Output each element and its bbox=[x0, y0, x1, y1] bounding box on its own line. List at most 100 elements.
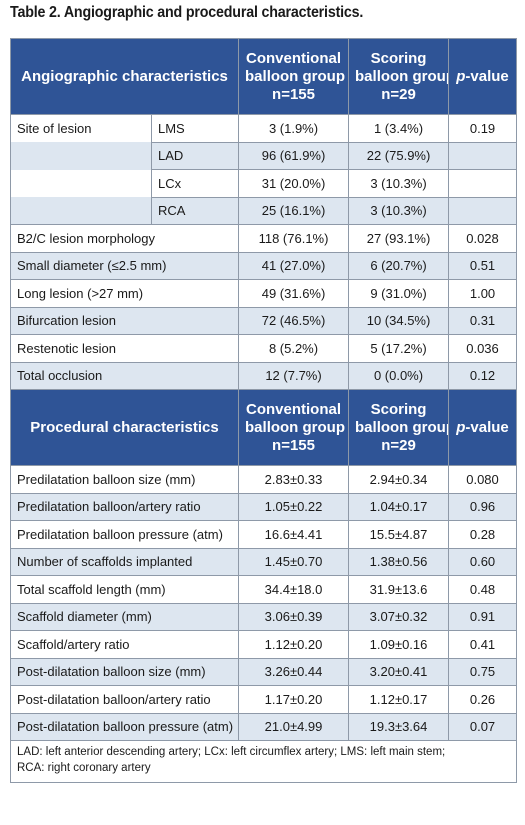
row-label: B2/C lesion morphology bbox=[9, 224, 240, 253]
scoring-cell: 3 (10.3%) bbox=[348, 196, 450, 225]
pvalue-cell: 0.19 bbox=[448, 114, 518, 143]
row-label: Post-dilatation balloon size (mm) bbox=[9, 657, 240, 686]
pvalue-cell bbox=[448, 169, 518, 198]
header-line: n=29 bbox=[381, 436, 416, 454]
header-line: Conventional bbox=[246, 400, 342, 418]
row-label: Bifurcation lesion bbox=[9, 306, 240, 335]
site-of-lesion-label: Site of lesion bbox=[10, 114, 152, 142]
row-sub-label: LCx bbox=[150, 169, 240, 198]
row-label: Total occlusion bbox=[9, 361, 240, 390]
conventional-cell: 3 (1.9%) bbox=[238, 114, 350, 143]
scoring-cell: 2.94±0.34 bbox=[348, 465, 450, 494]
scoring-cell: 1.09±0.16 bbox=[348, 630, 450, 659]
conventional-cell: 41 (27.0%) bbox=[238, 251, 350, 280]
proc-header-row: Procedural characteristics Conventional … bbox=[9, 389, 518, 466]
row-label: Predilatation balloon/artery ratio bbox=[9, 492, 240, 521]
angio-header-conventional: Conventional balloon group n=155 bbox=[238, 38, 350, 115]
pvalue-cell: 0.48 bbox=[448, 575, 518, 604]
header-line: Scoring bbox=[370, 400, 427, 418]
scoring-cell: 27 (93.1%) bbox=[348, 224, 450, 253]
pvalue-suffix: -value bbox=[465, 418, 509, 436]
header-line: n=29 bbox=[381, 85, 416, 103]
scoring-cell: 3.07±0.32 bbox=[348, 602, 450, 631]
conventional-cell: 118 (76.1%) bbox=[238, 224, 350, 253]
characteristics-table: Angiographic characteristics Conventiona… bbox=[9, 38, 518, 783]
scoring-cell: 22 (75.9%) bbox=[348, 141, 450, 170]
scoring-cell: 15.5±4.87 bbox=[348, 520, 450, 549]
pvalue-italic-p: p bbox=[456, 67, 466, 85]
pvalue-cell: 0.12 bbox=[448, 361, 518, 390]
header-line: n=155 bbox=[272, 436, 315, 454]
table-row: Post-dilatation balloon pressure (atm) 2… bbox=[9, 712, 518, 741]
scoring-cell: 10 (34.5%) bbox=[348, 306, 450, 335]
conventional-cell: 96 (61.9%) bbox=[238, 141, 350, 170]
header-line: balloon group bbox=[355, 67, 449, 85]
pvalue-cell: 0.75 bbox=[448, 657, 518, 686]
table-row: Predilatation balloon size (mm) 2.83±0.3… bbox=[9, 465, 518, 494]
table-row: B2/C lesion morphology 118 (76.1%) 27 (9… bbox=[9, 224, 518, 253]
table-row: Long lesion (>27 mm) 49 (31.6%) 9 (31.0%… bbox=[9, 279, 518, 308]
pvalue-cell: 1.00 bbox=[448, 279, 518, 308]
row-label: Post-dilatation balloon/artery ratio bbox=[9, 685, 240, 714]
header-line: balloon group bbox=[245, 418, 345, 436]
conventional-cell: 1.12±0.20 bbox=[238, 630, 350, 659]
proc-header-label: Procedural characteristics bbox=[9, 389, 240, 466]
table-row: RCA 25 (16.1%) 3 (10.3%) bbox=[10, 196, 518, 225]
table-row: Bifurcation lesion 72 (46.5%) 10 (34.5%)… bbox=[9, 306, 518, 335]
row-label: Total scaffold length (mm) bbox=[9, 575, 240, 604]
row-label: Scaffold diameter (mm) bbox=[9, 602, 240, 631]
row-label: Scaffold/artery ratio bbox=[9, 630, 240, 659]
table-row: LAD 96 (61.9%) 22 (75.9%) bbox=[10, 141, 518, 170]
table-row: Small diameter (≤2.5 mm) 41 (27.0%) 6 (2… bbox=[9, 251, 518, 280]
angio-header-scoring: Scoring balloon group n=29 bbox=[348, 38, 450, 115]
conventional-cell: 49 (31.6%) bbox=[238, 279, 350, 308]
header-line: balloon group bbox=[245, 67, 345, 85]
pvalue-cell bbox=[448, 196, 518, 225]
site-of-lesion-spacer bbox=[10, 169, 152, 197]
row-sub-label: RCA bbox=[150, 196, 240, 225]
proc-header-conventional: Conventional balloon group n=155 bbox=[238, 389, 350, 466]
footnote: LAD: left anterior descending artery; LC… bbox=[9, 740, 518, 783]
scoring-cell: 3 (10.3%) bbox=[348, 169, 450, 198]
pvalue-cell bbox=[448, 141, 518, 170]
footnote-row: LAD: left anterior descending artery; LC… bbox=[9, 740, 518, 783]
conventional-cell: 34.4±18.0 bbox=[238, 575, 350, 604]
scoring-cell: 1.38±0.56 bbox=[348, 547, 450, 576]
pvalue-cell: 0.91 bbox=[448, 602, 518, 631]
row-label: Long lesion (>27 mm) bbox=[9, 279, 240, 308]
scoring-cell: 3.20±0.41 bbox=[348, 657, 450, 686]
row-label: Predilatation balloon size (mm) bbox=[9, 465, 240, 494]
pvalue-suffix: -value bbox=[465, 67, 509, 85]
header-line: n=155 bbox=[272, 85, 315, 103]
conventional-cell: 3.26±0.44 bbox=[238, 657, 350, 686]
row-sub-label: LMS bbox=[150, 114, 240, 143]
angio-header-pvalue: p-value bbox=[448, 38, 518, 115]
footnote-line: LAD: left anterior descending artery; LC… bbox=[17, 746, 446, 758]
site-of-lesion-spacer bbox=[10, 197, 152, 225]
table-row: Predilatation balloon/artery ratio 1.05±… bbox=[9, 492, 518, 521]
footnote-line: RCA: right coronary artery bbox=[17, 762, 151, 774]
scoring-cell: 9 (31.0%) bbox=[348, 279, 450, 308]
table-row: Predilatation balloon pressure (atm) 16.… bbox=[9, 520, 518, 549]
scoring-cell: 31.9±13.6 bbox=[348, 575, 450, 604]
angio-header-row: Angiographic characteristics Conventiona… bbox=[9, 38, 518, 115]
pvalue-cell: 0.26 bbox=[448, 685, 518, 714]
row-sub-label: LAD bbox=[150, 141, 240, 170]
conventional-cell: 1.05±0.22 bbox=[238, 492, 350, 521]
header-line: Conventional bbox=[246, 49, 342, 67]
conventional-cell: 8 (5.2%) bbox=[238, 334, 350, 363]
conventional-cell: 3.06±0.39 bbox=[238, 602, 350, 631]
conventional-cell: 16.6±4.41 bbox=[238, 520, 350, 549]
table-row: Scaffold diameter (mm) 3.06±0.39 3.07±0.… bbox=[9, 602, 518, 631]
table-title: Table 2. Angiographic and procedural cha… bbox=[10, 4, 364, 21]
pvalue-cell: 0.07 bbox=[448, 712, 518, 741]
table-row: Site of lesion LMS 3 (1.9%) 1 (3.4%) 0.1… bbox=[10, 114, 518, 143]
conventional-cell: 12 (7.7%) bbox=[238, 361, 350, 390]
scoring-cell: 19.3±3.64 bbox=[348, 712, 450, 741]
pvalue-cell: 0.036 bbox=[448, 334, 518, 363]
conventional-cell: 25 (16.1%) bbox=[238, 196, 350, 225]
header-line: Scoring bbox=[370, 49, 427, 67]
pvalue-cell: 0.31 bbox=[448, 306, 518, 335]
row-label: Post-dilatation balloon pressure (atm) bbox=[9, 712, 240, 741]
